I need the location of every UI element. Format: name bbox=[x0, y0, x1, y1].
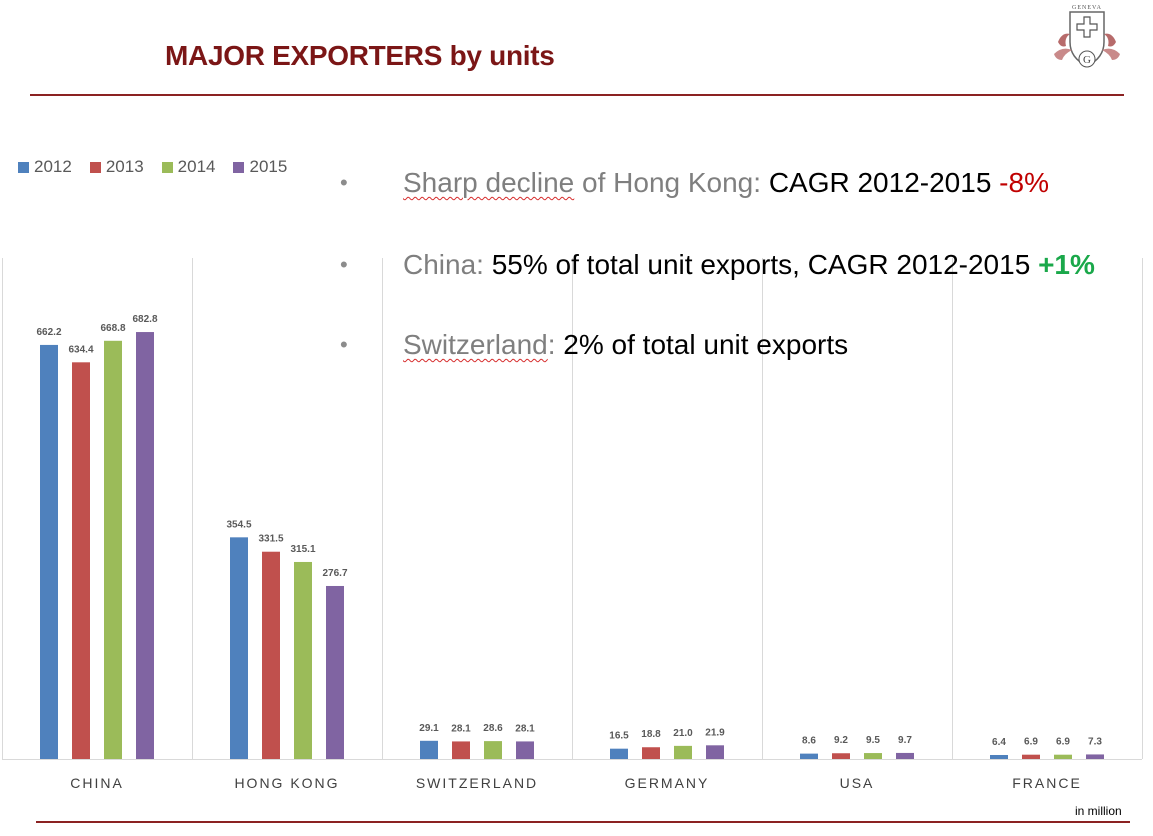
bar-hong-kong-2013 bbox=[262, 551, 280, 759]
legend-item-2012: 2012 bbox=[18, 157, 72, 177]
insight-label: Switzerland bbox=[403, 329, 548, 360]
data-label: 6.9 bbox=[1024, 737, 1038, 748]
bar-switzerland-2013 bbox=[452, 741, 470, 759]
data-label: 21.0 bbox=[673, 728, 693, 739]
category-label: USA bbox=[840, 775, 875, 791]
bullet-dot: • bbox=[340, 170, 348, 195]
data-label: 354.5 bbox=[226, 519, 251, 530]
data-label: 8.6 bbox=[802, 736, 816, 747]
legend-label-2014: 2014 bbox=[177, 157, 216, 176]
legend-label-2015: 2015 bbox=[249, 157, 288, 176]
data-label: 315.1 bbox=[290, 544, 315, 555]
bar-germany-2012 bbox=[610, 748, 628, 759]
legend-swatch-2014 bbox=[161, 161, 173, 173]
bar-switzerland-2014 bbox=[484, 741, 502, 759]
page-title: MAJOR EXPORTERS by units bbox=[165, 40, 555, 71]
data-label: 29.1 bbox=[419, 723, 439, 734]
bar-china-2012 bbox=[40, 344, 58, 759]
bar-switzerland-2012 bbox=[420, 740, 438, 759]
data-label: 668.8 bbox=[100, 323, 125, 334]
insight-change: -8% bbox=[999, 167, 1049, 198]
legend-label-2012: 2012 bbox=[34, 157, 72, 176]
bar-usa-2015 bbox=[896, 752, 914, 759]
data-label: 7.3 bbox=[1088, 736, 1102, 747]
data-label: 28.1 bbox=[451, 723, 471, 734]
bar-france-2015 bbox=[1086, 754, 1104, 759]
data-label: 9.5 bbox=[866, 735, 880, 746]
bullet-dot: • bbox=[340, 252, 348, 277]
bar-usa-2012 bbox=[800, 753, 818, 759]
data-label: 6.4 bbox=[992, 737, 1006, 748]
units-note: in million bbox=[1075, 804, 1122, 818]
logo-monogram: G bbox=[1083, 54, 1091, 66]
title-divider bbox=[30, 94, 1124, 96]
legend-item-2015: 2015 bbox=[233, 157, 287, 177]
bar-hong-kong-2015 bbox=[326, 585, 344, 759]
data-label: 6.9 bbox=[1056, 737, 1070, 748]
insight-highlight: 55% of total unit exports, CAGR 2012-201… bbox=[491, 249, 1039, 280]
bar-china-2013 bbox=[72, 362, 90, 759]
bar-france-2012 bbox=[990, 754, 1008, 759]
bar-hong-kong-2014 bbox=[294, 561, 312, 759]
legend-item-2014: 2014 bbox=[161, 157, 216, 177]
legend-swatch-2013 bbox=[89, 161, 101, 173]
bullet-dot: • bbox=[340, 332, 348, 357]
bar-switzerland-2015 bbox=[516, 741, 534, 759]
legend-label-2013: 2013 bbox=[105, 157, 144, 176]
data-label: 331.5 bbox=[258, 534, 283, 545]
data-label: 16.5 bbox=[609, 731, 629, 742]
legend-item-2013: 2013 bbox=[89, 157, 144, 177]
bar-usa-2013 bbox=[832, 753, 850, 759]
category-label: SWITZERLAND bbox=[416, 775, 538, 791]
data-label: 9.7 bbox=[898, 735, 912, 746]
insight-change: +1% bbox=[1038, 249, 1095, 280]
data-label: 9.2 bbox=[834, 735, 848, 746]
data-label: 662.2 bbox=[36, 327, 61, 338]
swiss-cross-crest-icon: GENEVA G bbox=[1054, 5, 1120, 68]
bar-china-2014 bbox=[104, 340, 122, 759]
bar-china-2015 bbox=[136, 332, 154, 759]
insight-highlight: CAGR 2012-2015 bbox=[768, 167, 1000, 198]
bar-hong-kong-2012 bbox=[230, 537, 248, 759]
bar-france-2014 bbox=[1054, 754, 1072, 759]
data-label: 28.1 bbox=[515, 723, 535, 734]
legend-swatch-2012 bbox=[18, 161, 29, 173]
data-label: 28.6 bbox=[483, 723, 503, 734]
insight-middle: : bbox=[547, 329, 564, 360]
category-label: CHINA bbox=[70, 775, 124, 791]
category-label: FRANCE bbox=[1012, 775, 1082, 791]
data-label: 682.8 bbox=[132, 314, 157, 325]
category-label: GERMANY bbox=[625, 775, 710, 791]
bar-germany-2014 bbox=[674, 745, 692, 759]
legend-swatch-2015 bbox=[233, 161, 245, 173]
footer-divider bbox=[36, 821, 1130, 823]
bar-germany-2013 bbox=[642, 747, 660, 759]
insight-highlight: 2% of total unit exports bbox=[563, 329, 849, 360]
exporters-bar-chart: 662.2 634.4 668.8 682.8 CHINA 354.5 331.5 315.1… bbox=[2, 258, 1143, 791]
data-label: 18.8 bbox=[641, 729, 661, 740]
chart-legend: 2012 2013 2014 2015 bbox=[18, 157, 287, 177]
insight-label: Sharp decline bbox=[403, 167, 575, 198]
insight-middle: of Hong Kong: bbox=[574, 167, 769, 198]
bar-germany-2015 bbox=[706, 745, 724, 759]
bar-usa-2014 bbox=[864, 753, 882, 759]
data-label: 21.9 bbox=[705, 727, 725, 738]
bar-france-2013 bbox=[1022, 754, 1040, 759]
insight-middle: : bbox=[476, 249, 492, 280]
insight-label: China bbox=[403, 249, 477, 280]
data-label: 276.7 bbox=[322, 568, 347, 579]
logo-label: GENEVA bbox=[1072, 5, 1102, 11]
data-label: 634.4 bbox=[68, 344, 93, 355]
category-label: HONG KONG bbox=[234, 775, 339, 791]
